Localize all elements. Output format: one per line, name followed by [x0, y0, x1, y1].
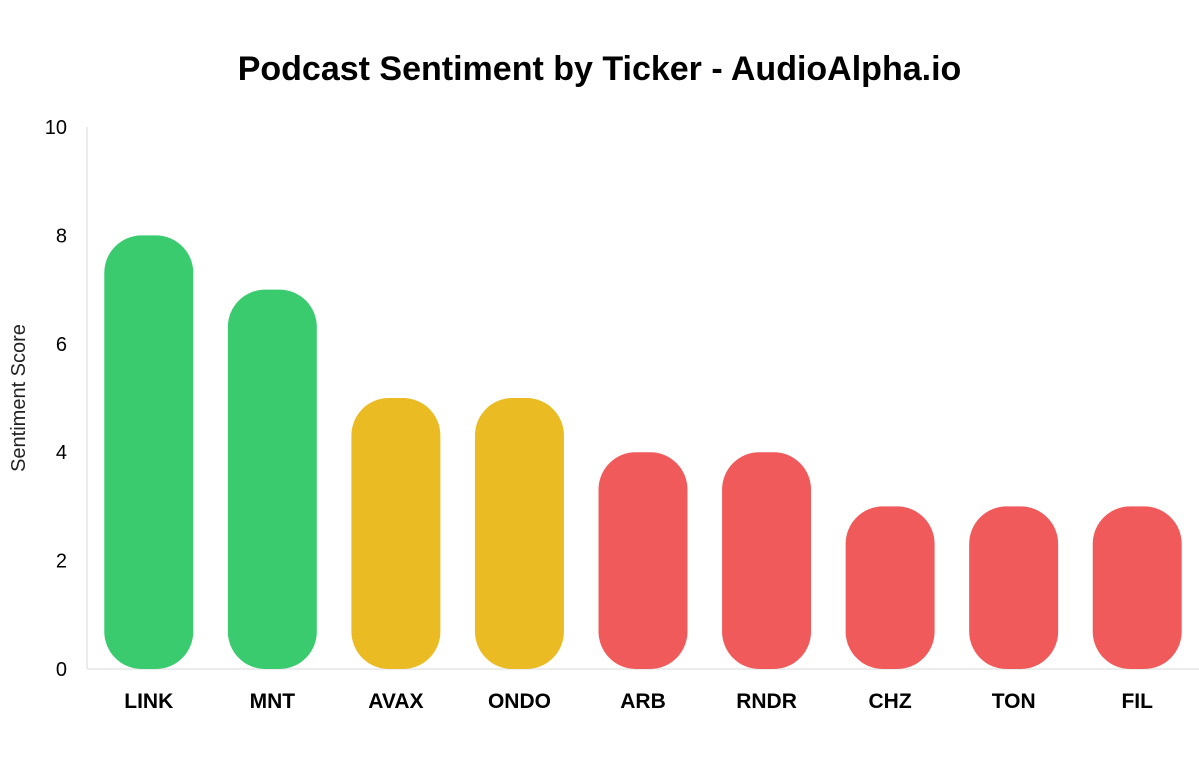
y-tick-label: 2 — [56, 551, 67, 573]
y-tick-label: 4 — [56, 442, 67, 464]
bar-rndr — [722, 452, 812, 669]
x-tick-label: TON — [992, 690, 1036, 713]
bar-ton — [969, 506, 1059, 669]
bar-ondo — [474, 398, 564, 669]
chart-title: Podcast Sentiment by Ticker - AudioAlpha… — [237, 50, 962, 88]
y-ticks: 0 2 4 6 8 10 — [45, 117, 67, 681]
y-tick-label: 10 — [45, 117, 67, 139]
x-tick-label: AVAX — [368, 690, 423, 713]
bars — [104, 235, 1182, 669]
x-tick-label: RNDR — [736, 690, 797, 713]
x-tick-label: MNT — [250, 690, 296, 713]
y-tick-label: 6 — [56, 334, 67, 356]
y-tick-label: 0 — [56, 659, 67, 681]
x-tick-label: LINK — [124, 690, 173, 713]
x-tick-label: ONDO — [488, 690, 551, 713]
bar-chz — [845, 506, 935, 669]
x-tick-label: ARB — [620, 690, 666, 713]
y-tick-label: 8 — [56, 225, 67, 247]
bar-fil — [1092, 506, 1182, 669]
y-axis-label: Sentiment Score — [8, 324, 30, 472]
bar-arb — [598, 452, 688, 669]
x-tick-label: FIL — [1121, 690, 1153, 713]
bar-link — [104, 235, 194, 669]
bar-mnt — [227, 289, 317, 669]
bar-avax — [351, 398, 441, 669]
x-ticks: LINK MNT AVAX ONDO ARB RNDR CHZ TON FIL — [124, 690, 1153, 713]
x-tick-label: CHZ — [869, 690, 912, 713]
